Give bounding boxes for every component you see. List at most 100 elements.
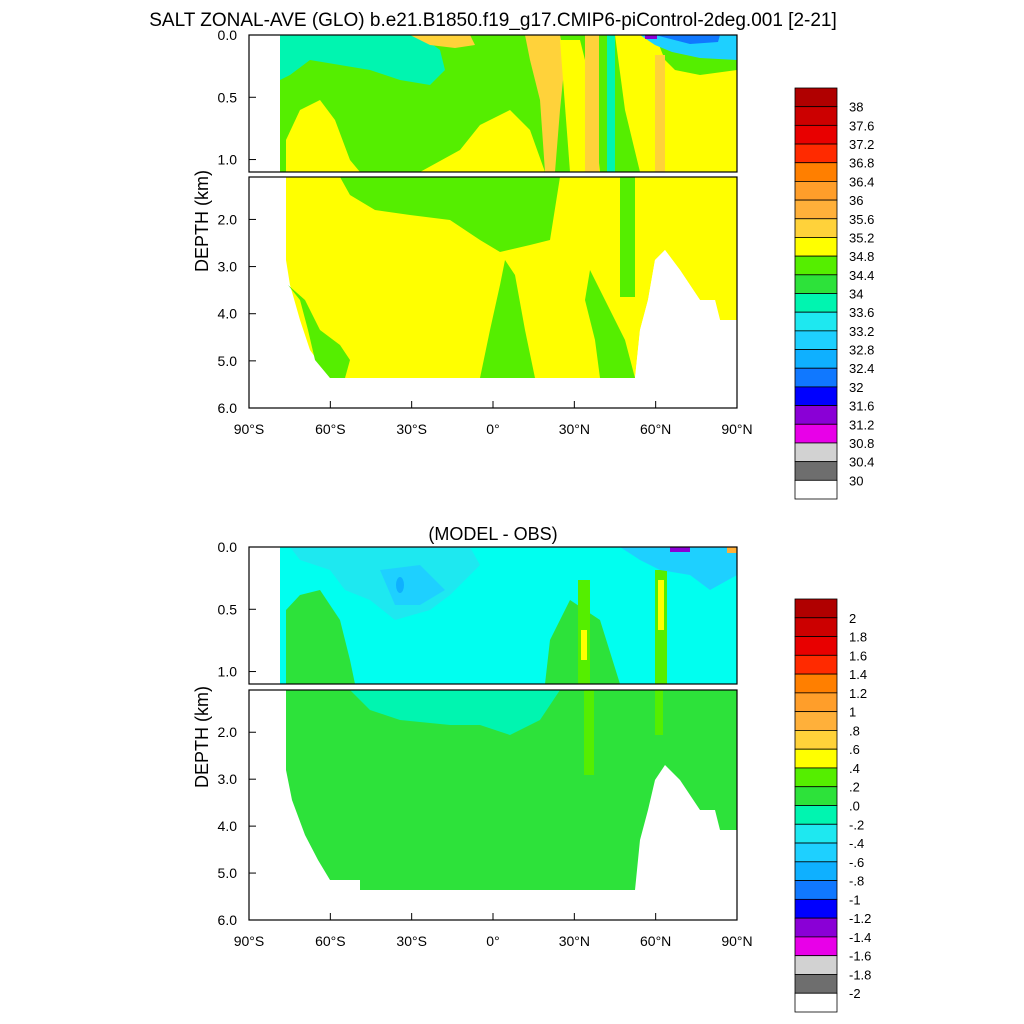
colorbar-swatch <box>794 461 838 481</box>
colorbar-swatch <box>794 917 838 938</box>
colorbar-label: 30.8 <box>849 436 874 451</box>
colorbar-swatch <box>794 124 838 145</box>
colorbar-label: .8 <box>849 723 860 738</box>
field-diff-green-south <box>286 590 355 684</box>
colorbar-swatch <box>794 692 838 713</box>
colorbar-swatch <box>794 861 838 881</box>
colorbar-swatch <box>794 386 838 406</box>
colorbar-label: -.8 <box>849 874 864 889</box>
field-diff-med-core <box>581 630 587 660</box>
colorbar-swatch <box>794 842 838 863</box>
y-tick-label: 2.0 <box>218 211 238 227</box>
field-salt-yellow-mid <box>420 110 545 172</box>
panel-diff-colorbar: 21.81.61.41.21.8.6.4.2.0-.2-.4-.6-.8-1-1… <box>794 598 871 1013</box>
colorbar-swatch <box>794 786 838 806</box>
colorbar-label: 1.2 <box>849 686 867 701</box>
y-tick-label: 5.0 <box>218 353 238 369</box>
colorbar-swatch <box>794 143 838 164</box>
colorbar-label: 32 <box>849 380 863 395</box>
y-tick-label: 1.0 <box>218 664 238 680</box>
colorbar-swatch <box>794 367 838 388</box>
field-salt-yellow-atl <box>615 35 737 172</box>
field-diff-blue-spot <box>396 577 404 593</box>
colorbar-swatch <box>794 87 838 108</box>
x-tick-label: 60°N <box>640 421 671 437</box>
colorbar-label: 1.6 <box>849 648 867 663</box>
field-salt-deep-green-south <box>288 285 350 378</box>
axes-frame <box>248 546 738 685</box>
x-tick-label: 90°S <box>234 933 265 949</box>
panel-diff-x-ticks: 90°S 60°S 30°S 0° 30°N 60°N 90°N <box>234 913 753 949</box>
colorbar-swatch <box>794 598 838 619</box>
field-salt-arctic-freshest <box>655 35 720 44</box>
colorbar-label: 34.4 <box>849 268 874 283</box>
colorbar-swatch <box>794 274 838 294</box>
colorbar-label: -1 <box>849 892 861 907</box>
panel-diff: DEPTH (km) 0.00.51.02.03.04.05.06.0 90°S… <box>192 539 871 1013</box>
colorbar-swatch <box>794 992 838 1013</box>
x-tick-label: 90°N <box>721 933 752 949</box>
x-tick-label: 0° <box>486 933 499 949</box>
field-salt-orange-north <box>525 35 565 172</box>
colorbar-label: .4 <box>849 761 860 776</box>
field-salt-deep-green-north <box>585 270 635 378</box>
field-diff-blue-south-inner <box>380 565 445 605</box>
field-salt-orange-south <box>410 35 475 48</box>
x-tick-label: 60°S <box>315 933 346 949</box>
field-salt-yellow-south <box>286 100 360 172</box>
field-diff-deep-green <box>286 690 737 890</box>
colorbar-swatch <box>794 654 838 675</box>
field-salt-deep-green-eq <box>480 260 535 378</box>
field-diff-arctic <box>620 547 737 590</box>
panel-salt-ylabel: DEPTH (km) <box>192 170 212 272</box>
colorbar-label: 36 <box>849 193 863 208</box>
colorbar-swatch <box>794 805 838 825</box>
y-tick-label: 5.0 <box>218 865 238 881</box>
field-salt-med-plume <box>585 35 599 172</box>
panel-salt-colorbar: 38 37.6 37.2 36.8 36.4 36 35.6 35.2 34.8 34.4 34 33… <box>794 87 874 500</box>
colorbar-swatch <box>794 823 838 844</box>
colorbar-swatch <box>794 898 838 919</box>
colorbar-swatch <box>794 955 838 975</box>
field-salt-arctic-min <box>645 35 657 39</box>
x-tick-label: 60°S <box>315 421 346 437</box>
panel-diff-ylabel: DEPTH (km) <box>192 686 212 788</box>
y-tick-label: 3.0 <box>218 259 238 275</box>
colorbar-label: -1.2 <box>849 911 871 926</box>
colorbar-label: 2 <box>849 611 856 626</box>
field-salt-cyan-col <box>607 35 615 172</box>
x-tick-label: 30°S <box>396 421 427 437</box>
colorbar-label: 34 <box>849 287 863 302</box>
colorbar-label: 36.8 <box>849 156 874 171</box>
panel-salt-x-ticks: 90°S 60°S 30°S 0° 30°N 60°N 90°N <box>234 401 753 437</box>
colorbar-swatch <box>794 711 838 731</box>
panel-salt-y-ticks: 0.0 0.5 1.0 2.0 3.0 4.0 5.0 6.0 <box>218 27 256 416</box>
y-tick-label: 0.5 <box>218 89 238 105</box>
colorbar-label: 31.6 <box>849 399 874 414</box>
colorbar-label: .2 <box>849 780 860 795</box>
main-title: SALT ZONAL-AVE (GLO) b.e21.B1850.f19_g17… <box>149 10 837 31</box>
colorbar-label: .0 <box>849 799 860 814</box>
field-salt-deep-green <box>340 177 560 252</box>
y-tick-label: 2.0 <box>218 724 238 740</box>
colorbar-swatch <box>794 330 838 350</box>
colorbar-label: -.4 <box>849 836 864 851</box>
x-tick-label: 90°N <box>721 421 752 437</box>
colorbar-swatch <box>794 730 838 750</box>
panel-diff-lower-plot <box>248 689 738 921</box>
colorbar-swatch <box>794 181 838 201</box>
y-tick-label: 4.0 <box>218 306 238 322</box>
colorbar-label: 35.6 <box>849 212 874 227</box>
field-salt-arctic-plume <box>655 55 665 172</box>
colorbar-label: -1.4 <box>849 930 871 945</box>
colorbar-label: -.6 <box>849 855 864 870</box>
x-tick-label: 90°S <box>234 421 265 437</box>
colorbar-label: 38 <box>849 100 863 115</box>
colorbar-swatch <box>794 199 838 220</box>
colorbar-label: -1.6 <box>849 949 871 964</box>
land-mask-antarctica <box>249 547 280 684</box>
field-diff-arctic-min <box>670 547 690 552</box>
field-diff-deep-med <box>584 690 594 775</box>
panel-salt-upper-plot <box>248 34 738 173</box>
